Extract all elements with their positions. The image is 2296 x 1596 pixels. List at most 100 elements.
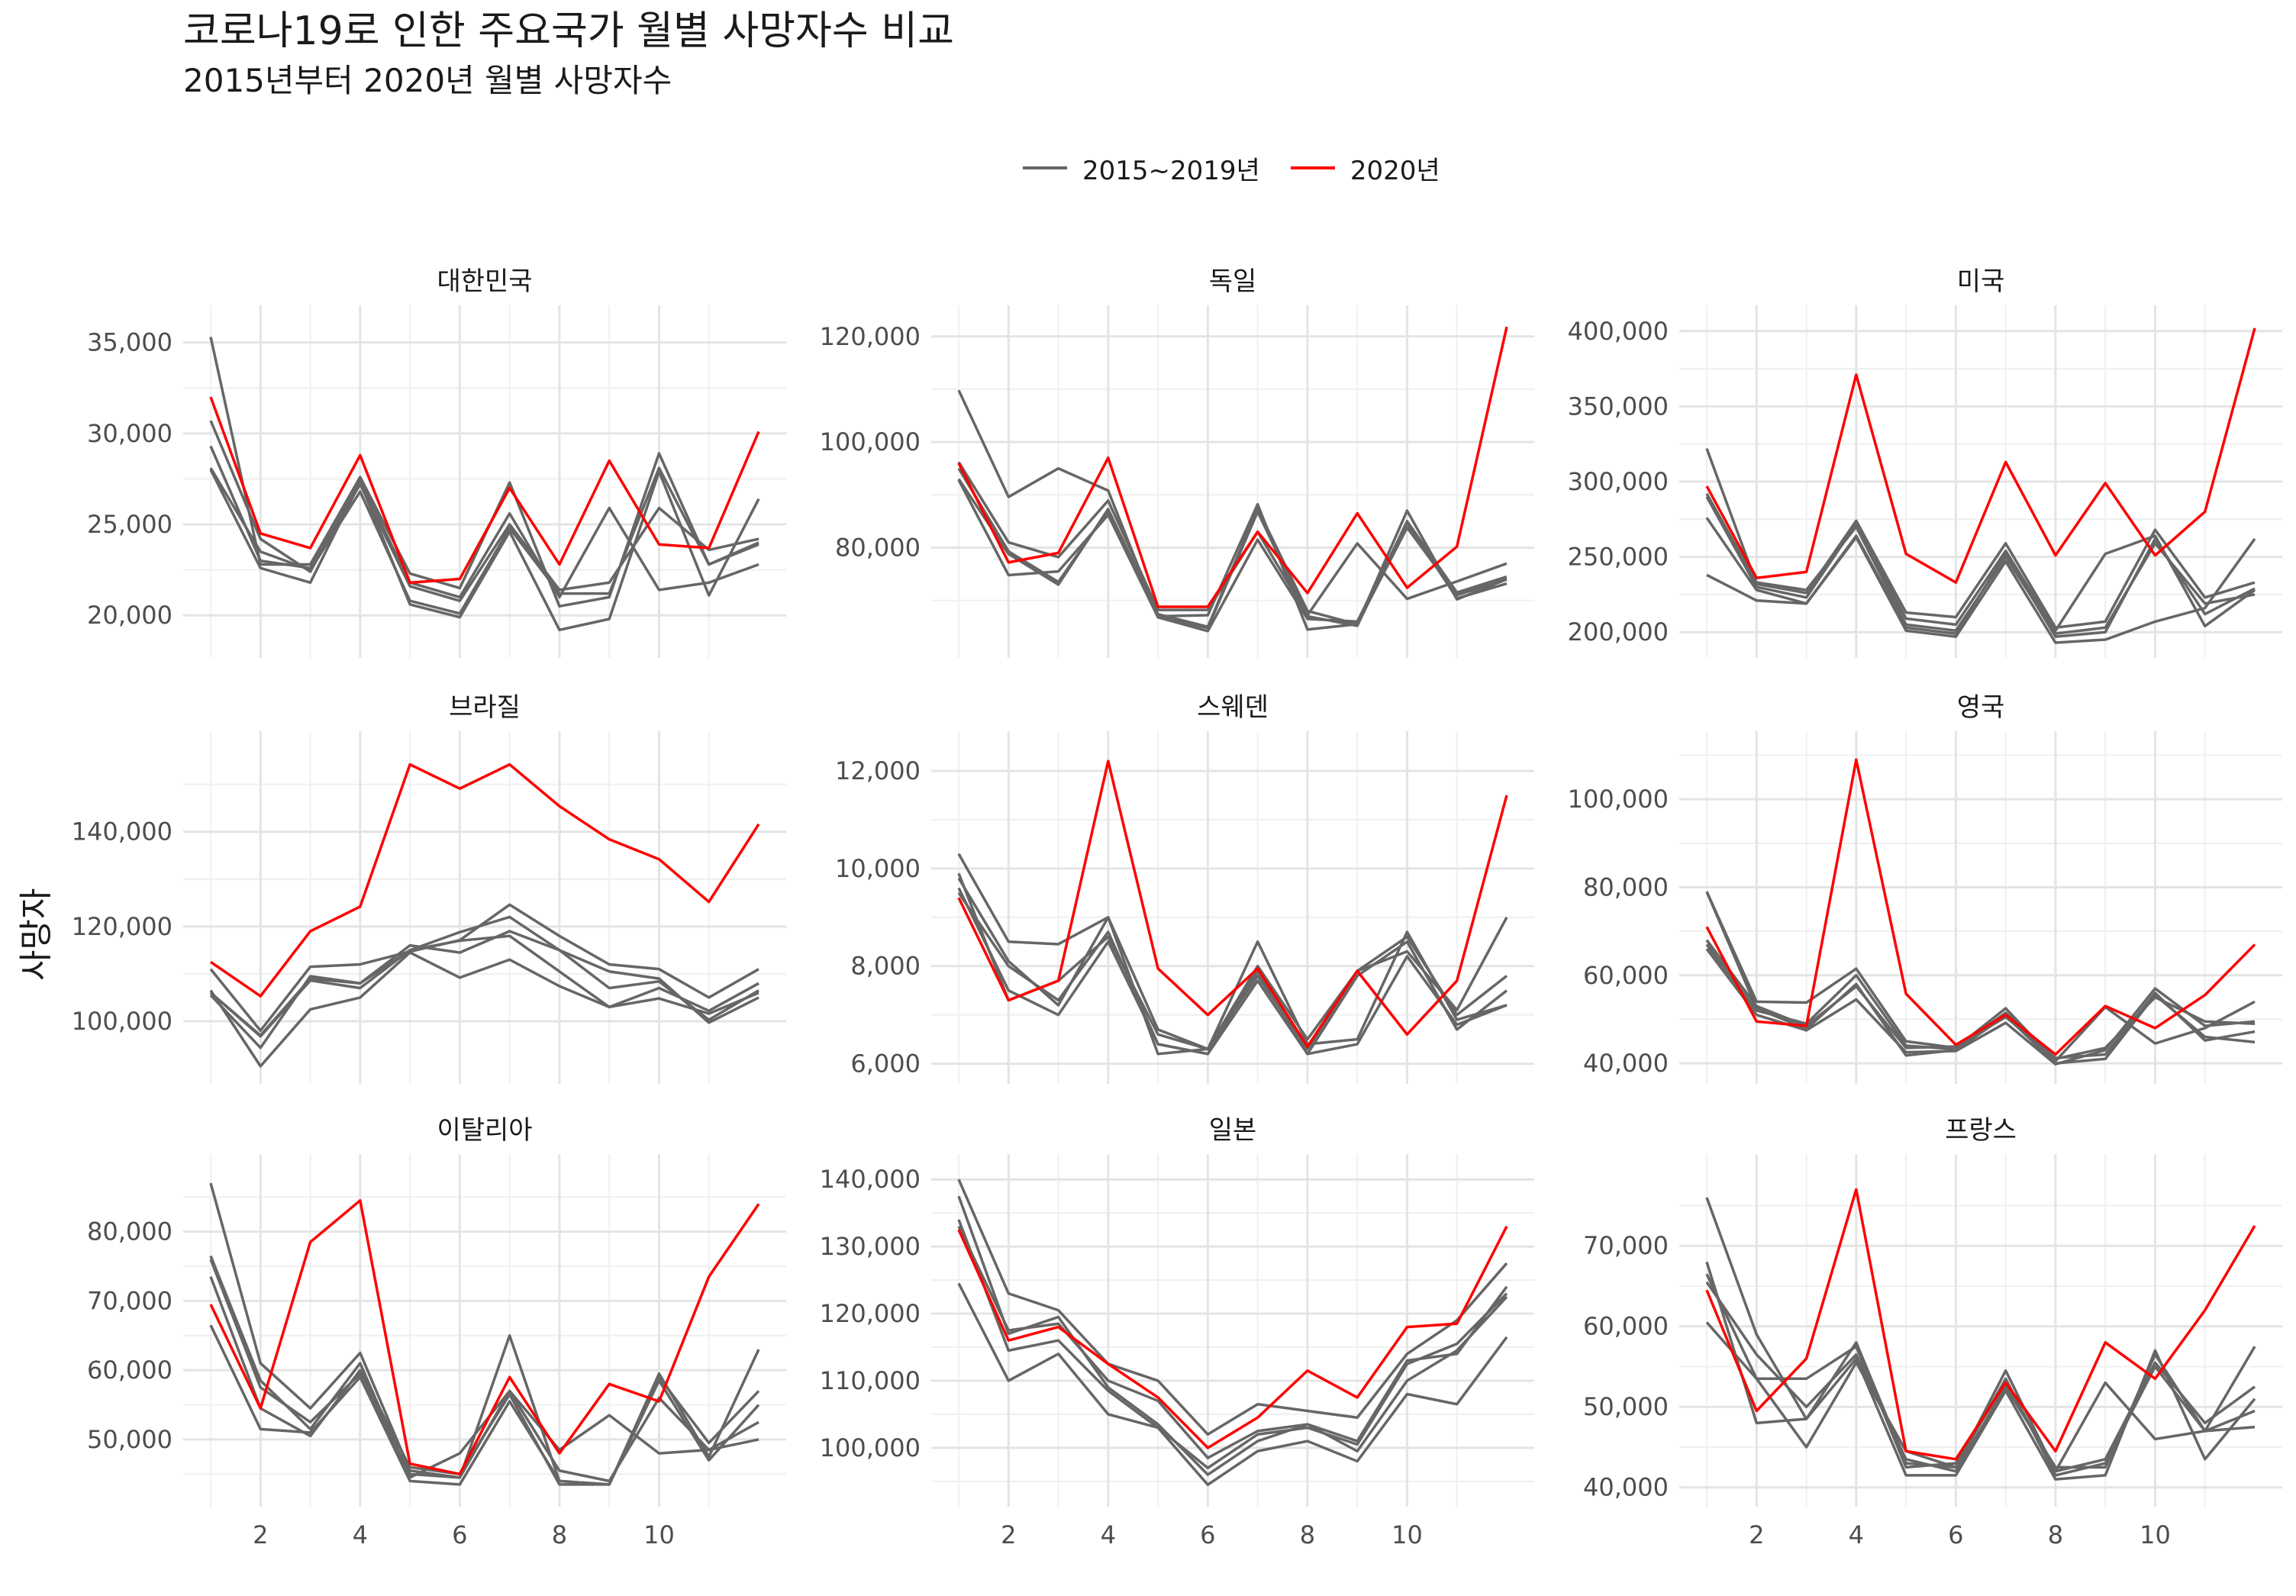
legend-label-current: 2020년 — [1350, 155, 1440, 186]
series-line-past — [1705, 1321, 2256, 1473]
facet-strip-label: 독일 — [1209, 266, 1257, 297]
facet-strip-label: 프랑스 — [1945, 1115, 2017, 1146]
legend-swatch-current — [1290, 166, 1335, 169]
y-tick-label: 140,000 — [72, 817, 173, 846]
x-tick-label: 4 — [353, 1520, 368, 1549]
series-line-2020 — [957, 1225, 1508, 1449]
x-tick-label: 6 — [452, 1520, 467, 1549]
series-line-2020 — [1705, 1188, 2256, 1461]
y-tick-label: 80,000 — [1583, 872, 1669, 901]
series-line-past — [1706, 536, 2256, 644]
facet-panel: 대한민국 20,000 25,000 30,000 35,000 — [87, 266, 786, 658]
facet-strip-label: 대한민국 — [437, 266, 532, 297]
x-tick-label: 4 — [1101, 1520, 1116, 1549]
series-line-past — [1705, 939, 2256, 1059]
facet-panel: 이탈리아 50,000 60,000 70,000 80,000 2 4 6 8 10 — [87, 1115, 786, 1549]
series-line-past — [209, 951, 759, 1068]
series-line-2020 — [209, 396, 760, 585]
x-tick-label: 8 — [2048, 1520, 2063, 1549]
facet-panel: 영국 40,000 60,000 80,000 100,000 — [1568, 692, 2282, 1084]
chart-subtitle: 2015년부터 2020년 월별 사망자수 — [183, 62, 672, 99]
x-tick-label: 8 — [1300, 1520, 1315, 1549]
facet-strip-label: 미국 — [1957, 266, 2005, 297]
x-tick-label: 6 — [1948, 1520, 1963, 1549]
facet-panel: 스웨덴 6,000 8,000 10,000 12,000 — [835, 692, 1534, 1084]
series-line-past — [1705, 448, 2256, 630]
series-line-past — [957, 1219, 1508, 1469]
legend-item-current: 2020년 — [1290, 150, 1440, 187]
y-tick-label: 140,000 — [820, 1165, 921, 1194]
y-tick-label: 50,000 — [87, 1425, 173, 1454]
series-line-past — [209, 915, 759, 1037]
y-tick-label: 30,000 — [87, 419, 173, 448]
series-line-2020 — [1705, 327, 2256, 584]
series-line-past — [1705, 495, 2256, 632]
y-tick-label: 40,000 — [1583, 1473, 1669, 1502]
y-tick-label: 200,000 — [1568, 617, 1669, 646]
series-line-past — [957, 892, 1508, 1056]
legend: 2015~2019년 2020년 — [1023, 145, 1471, 191]
y-tick-label: 120,000 — [820, 1299, 921, 1328]
x-tick-label: 10 — [2140, 1520, 2171, 1549]
series-line-2020 — [957, 759, 1508, 1048]
y-tick-label: 110,000 — [820, 1366, 921, 1395]
facet-panel: 일본 100,000 110,000 120,000 130,000 140,000 2 4 6… — [820, 1115, 1534, 1549]
series-line-past — [957, 853, 1508, 1051]
series-line-past — [209, 903, 759, 1033]
x-tick-label: 2 — [1001, 1520, 1016, 1549]
y-tick-label: 8,000 — [850, 952, 921, 981]
series-line-past — [1705, 492, 2256, 635]
y-tick-label: 25,000 — [87, 510, 173, 539]
y-tick-label: 50,000 — [1583, 1392, 1669, 1421]
legend-label-past: 2015~2019년 — [1082, 155, 1260, 186]
series-line-past — [1705, 517, 2256, 638]
y-tick-label: 40,000 — [1583, 1049, 1669, 1078]
x-tick-label: 4 — [1849, 1520, 1864, 1549]
y-tick-label: 60,000 — [1583, 1312, 1669, 1341]
series-line-past — [957, 1195, 1508, 1476]
facet-strip-label: 영국 — [1957, 692, 2005, 723]
facet-panel: 독일 80,000 100,000 120,000 — [820, 266, 1534, 658]
y-tick-label: 120,000 — [72, 912, 173, 941]
facet-panel: 브라질 100,000 120,000 140,000 — [72, 692, 786, 1084]
facet-strip-label: 스웨덴 — [1197, 692, 1269, 723]
chart-title: 코로나19로 인한 주요국가 월별 사망자수 비교 — [183, 8, 954, 54]
facet-strip-label: 이탈리아 — [437, 1115, 532, 1146]
y-tick-label: 130,000 — [820, 1232, 921, 1261]
facet-strip-label: 브라질 — [449, 692, 521, 723]
series-line-past — [957, 887, 1508, 1056]
legend-swatch-past — [1023, 166, 1067, 169]
series-line-past — [957, 1282, 1508, 1486]
series-line-past — [957, 1178, 1508, 1436]
x-tick-label: 10 — [1391, 1520, 1423, 1549]
y-tick-label: 100,000 — [820, 1433, 921, 1462]
y-tick-label: 60,000 — [87, 1356, 173, 1385]
series-line-past — [209, 1255, 759, 1479]
x-tick-label: 10 — [643, 1520, 675, 1549]
series-line-2020 — [210, 763, 760, 998]
series-line-past — [1705, 1273, 2256, 1477]
facet-strip-label: 일본 — [1209, 1115, 1257, 1146]
y-tick-label: 10,000 — [835, 854, 921, 883]
legend-item-past: 2015~2019년 — [1023, 150, 1260, 187]
series-line-past — [957, 1225, 1508, 1459]
y-tick-label: 100,000 — [1568, 785, 1669, 814]
y-tick-label: 300,000 — [1568, 467, 1669, 496]
series-line-past — [209, 1276, 760, 1486]
y-tick-label: 400,000 — [1568, 317, 1669, 346]
series-line-past — [1705, 948, 2256, 1066]
y-tick-label: 12,000 — [835, 756, 921, 785]
y-tick-label: 80,000 — [87, 1217, 173, 1246]
series-line-past — [209, 930, 759, 1049]
y-tick-label: 350,000 — [1568, 392, 1669, 421]
series-line-2020 — [957, 326, 1508, 608]
series-line-past — [1705, 891, 2256, 1062]
y-tick-label: 250,000 — [1568, 543, 1669, 572]
series-line-past — [209, 466, 759, 615]
facet-panel: 프랑스 40,000 50,000 60,000 70,000 2 4 6 8 10 — [1583, 1115, 2282, 1549]
y-tick-label: 60,000 — [1583, 961, 1669, 990]
y-tick-label: 20,000 — [87, 601, 173, 630]
series-line-past — [209, 469, 760, 632]
series-line-past — [957, 461, 1508, 617]
